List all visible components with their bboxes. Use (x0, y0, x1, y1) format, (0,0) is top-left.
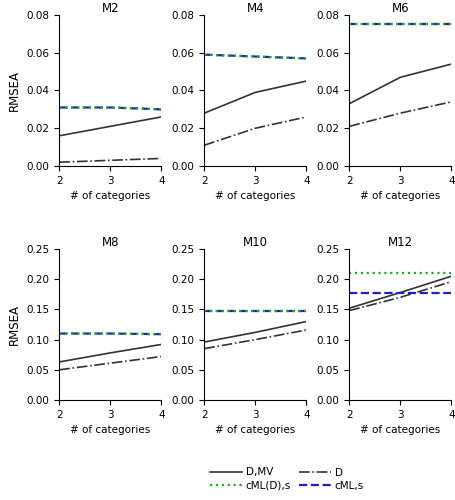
Title: M6: M6 (391, 2, 408, 15)
X-axis label: # of categories: # of categories (70, 426, 150, 436)
Title: M4: M4 (246, 2, 263, 15)
X-axis label: # of categories: # of categories (359, 192, 440, 202)
Title: M2: M2 (101, 2, 119, 15)
Title: M8: M8 (101, 236, 119, 249)
X-axis label: # of categories: # of categories (215, 426, 295, 436)
Y-axis label: RMSEA: RMSEA (8, 304, 21, 345)
X-axis label: # of categories: # of categories (215, 192, 295, 202)
Title: M10: M10 (243, 236, 267, 249)
Legend: D,MV, cML(D),s, D, cML,s: D,MV, cML(D),s, D, cML,s (206, 464, 368, 495)
X-axis label: # of categories: # of categories (70, 192, 150, 202)
Title: M12: M12 (387, 236, 412, 249)
X-axis label: # of categories: # of categories (359, 426, 440, 436)
Y-axis label: RMSEA: RMSEA (8, 70, 21, 111)
